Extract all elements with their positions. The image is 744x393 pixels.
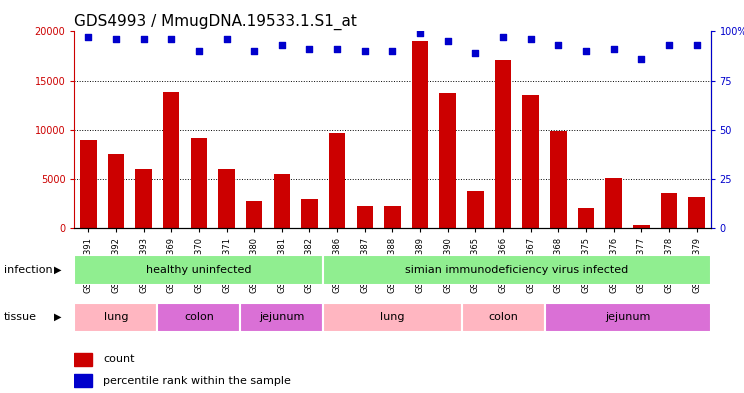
Text: lung: lung bbox=[380, 312, 405, 322]
Bar bbox=[661, 193, 677, 228]
Point bbox=[469, 50, 481, 56]
Point bbox=[414, 30, 426, 37]
Bar bbox=[74, 255, 324, 285]
Point bbox=[608, 46, 620, 52]
Point bbox=[110, 36, 122, 42]
Bar bbox=[329, 133, 345, 228]
Bar bbox=[240, 303, 324, 332]
Bar bbox=[550, 130, 567, 228]
Bar bbox=[74, 303, 158, 332]
Text: jejunum: jejunum bbox=[259, 312, 304, 322]
Bar bbox=[412, 41, 429, 228]
Point bbox=[138, 36, 150, 42]
Bar bbox=[324, 303, 461, 332]
Point bbox=[497, 34, 509, 40]
Text: count: count bbox=[103, 354, 135, 364]
Point bbox=[165, 36, 177, 42]
Bar bbox=[190, 138, 207, 228]
Point bbox=[83, 34, 94, 40]
Bar bbox=[80, 140, 97, 228]
Bar bbox=[545, 303, 711, 332]
Text: jejunum: jejunum bbox=[605, 312, 650, 322]
Text: infection: infection bbox=[4, 265, 52, 275]
Text: GDS4993 / MmugDNA.19533.1.S1_at: GDS4993 / MmugDNA.19533.1.S1_at bbox=[74, 14, 357, 30]
Bar bbox=[74, 353, 92, 366]
Text: percentile rank within the sample: percentile rank within the sample bbox=[103, 375, 291, 386]
Bar bbox=[135, 169, 152, 228]
Bar bbox=[495, 60, 511, 228]
Point bbox=[193, 48, 205, 54]
Bar bbox=[467, 191, 484, 228]
Point bbox=[359, 48, 371, 54]
Point bbox=[690, 42, 702, 48]
Text: ▶: ▶ bbox=[54, 265, 61, 275]
Bar bbox=[158, 303, 240, 332]
Text: healthy uninfected: healthy uninfected bbox=[146, 265, 251, 275]
Point bbox=[331, 46, 343, 52]
Bar bbox=[108, 154, 124, 228]
Bar bbox=[606, 178, 622, 228]
Text: colon: colon bbox=[184, 312, 214, 322]
Bar bbox=[163, 92, 179, 228]
Bar bbox=[384, 206, 401, 228]
Text: tissue: tissue bbox=[4, 312, 36, 322]
Text: lung: lung bbox=[103, 312, 128, 322]
Bar bbox=[218, 169, 235, 228]
Bar bbox=[356, 206, 373, 228]
Point bbox=[276, 42, 288, 48]
Point bbox=[663, 42, 675, 48]
Text: colon: colon bbox=[488, 312, 518, 322]
Point bbox=[220, 36, 232, 42]
Point bbox=[580, 48, 592, 54]
Text: ▶: ▶ bbox=[54, 312, 61, 322]
Point bbox=[525, 36, 536, 42]
Bar bbox=[633, 225, 650, 228]
Bar bbox=[324, 255, 711, 285]
Bar bbox=[274, 174, 290, 228]
Bar bbox=[440, 94, 456, 228]
Bar bbox=[522, 95, 539, 228]
Text: simian immunodeficiency virus infected: simian immunodeficiency virus infected bbox=[405, 265, 629, 275]
Bar bbox=[578, 208, 594, 228]
Bar bbox=[688, 196, 705, 228]
Bar bbox=[461, 303, 545, 332]
Bar bbox=[74, 374, 92, 387]
Point bbox=[635, 56, 647, 62]
Bar bbox=[301, 199, 318, 228]
Point bbox=[553, 42, 565, 48]
Point bbox=[387, 48, 399, 54]
Point bbox=[442, 38, 454, 44]
Point bbox=[248, 48, 260, 54]
Point bbox=[304, 46, 315, 52]
Bar bbox=[246, 201, 263, 228]
